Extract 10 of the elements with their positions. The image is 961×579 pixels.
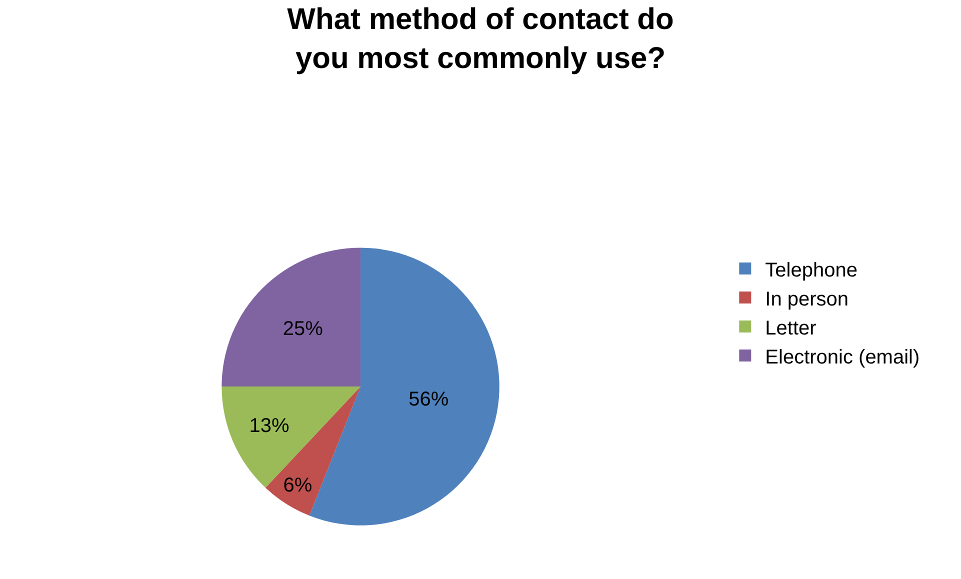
data-label: 25% <box>282 318 324 340</box>
legend-label: In person <box>765 288 849 310</box>
legend-label: Letter <box>765 317 817 340</box>
legend-label: Telephone <box>765 259 858 282</box>
chart-title: What method of contact do you most commonly use? <box>287 2 674 75</box>
legend-label: Electronic (email) <box>765 346 920 368</box>
data-label: 56% <box>408 388 449 411</box>
data-label: 13% <box>249 415 290 438</box>
pie-slice <box>222 248 361 387</box>
data-label: 6% <box>283 474 312 496</box>
